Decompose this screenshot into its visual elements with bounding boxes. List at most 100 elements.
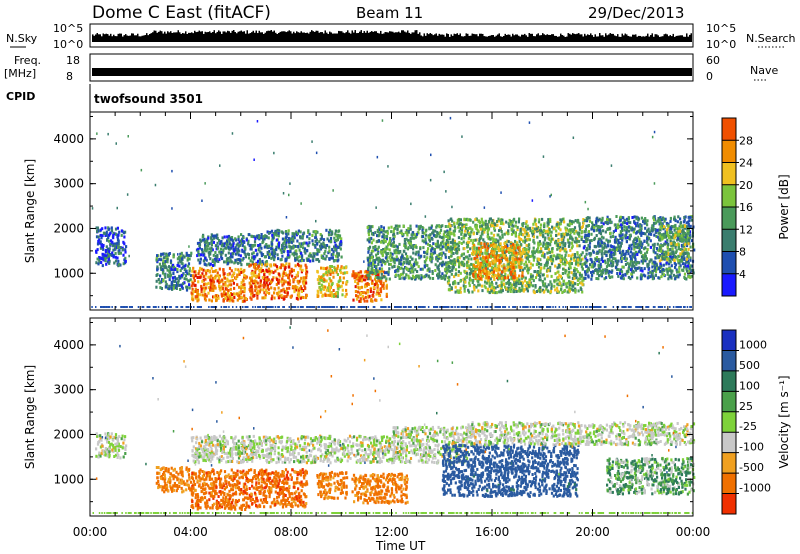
echo-cell <box>204 248 207 252</box>
nsky-bar <box>335 33 337 42</box>
echo-cell <box>322 255 325 259</box>
echo-cell <box>541 230 544 234</box>
echo-cell <box>196 241 200 245</box>
echo-cell <box>258 245 261 249</box>
echo-cell <box>103 254 107 258</box>
echo-cell <box>445 235 448 238</box>
echo-cell <box>251 252 254 256</box>
echo-cell <box>252 244 255 248</box>
echo-cell <box>236 283 239 287</box>
echo-cell <box>610 270 613 274</box>
echo-cell <box>180 266 183 270</box>
nsky-bar <box>119 33 121 42</box>
echo-cell <box>472 272 475 276</box>
echo-cell <box>562 243 565 247</box>
echo-cell <box>647 232 651 236</box>
echo-cell <box>478 246 481 250</box>
echo-cell <box>576 237 579 241</box>
echo-cell <box>315 238 318 242</box>
echo-cell <box>336 251 339 255</box>
echo-cell <box>429 276 432 280</box>
echo-cell <box>191 274 194 278</box>
echo-cell <box>509 290 512 293</box>
echo-cell <box>478 240 481 244</box>
echo-cell <box>428 269 431 273</box>
nsky-bar <box>386 32 388 42</box>
echo-cell <box>306 235 309 239</box>
echo-cell <box>237 261 240 265</box>
echo-cell <box>428 244 431 247</box>
nsky-bar <box>312 31 314 42</box>
echo-cell <box>512 224 515 228</box>
echo-cell <box>369 229 372 233</box>
echo-cell <box>545 287 548 291</box>
echo-cell <box>532 250 536 254</box>
echo-cell <box>294 276 297 279</box>
echo-cell <box>447 256 451 259</box>
echo-cell <box>112 236 115 240</box>
echo-cell <box>190 284 193 288</box>
echo-cell <box>465 275 468 279</box>
echo-cell <box>248 281 251 285</box>
echo-cell <box>445 271 448 275</box>
nsky-bar <box>666 34 668 42</box>
echo-cell <box>214 244 217 248</box>
echo-cell <box>439 275 443 279</box>
nsky-bar <box>114 36 116 42</box>
echo-cell <box>298 295 301 299</box>
echo-cell <box>254 268 257 272</box>
echo-cell <box>473 270 476 274</box>
echo-cell <box>545 285 548 289</box>
echo-cell <box>561 291 564 294</box>
echo-cell <box>516 225 519 229</box>
echo-cell <box>260 254 263 258</box>
echo-cell <box>514 261 518 264</box>
echo-cell <box>526 227 529 231</box>
echo-cell <box>521 258 524 262</box>
echo-cell <box>186 285 189 289</box>
echo-cell <box>488 263 491 266</box>
echo-cell <box>494 223 497 227</box>
nsky-bar <box>149 33 151 42</box>
echo-cell <box>524 247 527 251</box>
echo-cell <box>604 230 607 234</box>
echo-cell <box>434 269 437 272</box>
echo-cell <box>157 278 160 281</box>
freq-label-line2: [MHz] <box>4 67 36 80</box>
echo-cell <box>567 254 570 258</box>
echo-cell <box>450 254 453 258</box>
echo-cell <box>230 243 233 247</box>
echo-cell <box>385 235 389 238</box>
echo-cell <box>462 225 465 229</box>
echo-cell <box>573 240 576 244</box>
echo-cell <box>243 245 246 249</box>
echo-cell <box>173 280 176 283</box>
nsky-bar <box>498 33 500 42</box>
echo-cell <box>248 264 251 268</box>
echo-cell <box>209 257 212 261</box>
nsky-bar <box>548 34 550 42</box>
nsky-bar <box>489 35 491 42</box>
echo-cell <box>237 238 240 242</box>
nsky-bar <box>569 33 571 42</box>
echo-cell <box>263 296 266 300</box>
echo-cell <box>535 225 538 229</box>
echo-cell <box>324 285 327 289</box>
echo-cell <box>405 266 408 270</box>
echo-cell <box>486 289 489 293</box>
echo-cell <box>255 267 259 271</box>
echo-cell <box>490 289 493 293</box>
echo-cell <box>258 237 261 241</box>
echo-cell <box>233 292 236 296</box>
echo-cell <box>571 244 574 248</box>
echo-cell <box>270 297 273 301</box>
echo-cell <box>260 263 264 267</box>
echo-cell <box>642 254 645 257</box>
echo-cell <box>100 256 103 260</box>
echo-cell <box>249 289 252 293</box>
echo-cell <box>297 281 300 285</box>
echo-cell <box>96 226 99 230</box>
echo-cell <box>328 239 331 243</box>
echo-cell <box>323 252 326 256</box>
echo-cell <box>551 258 554 262</box>
